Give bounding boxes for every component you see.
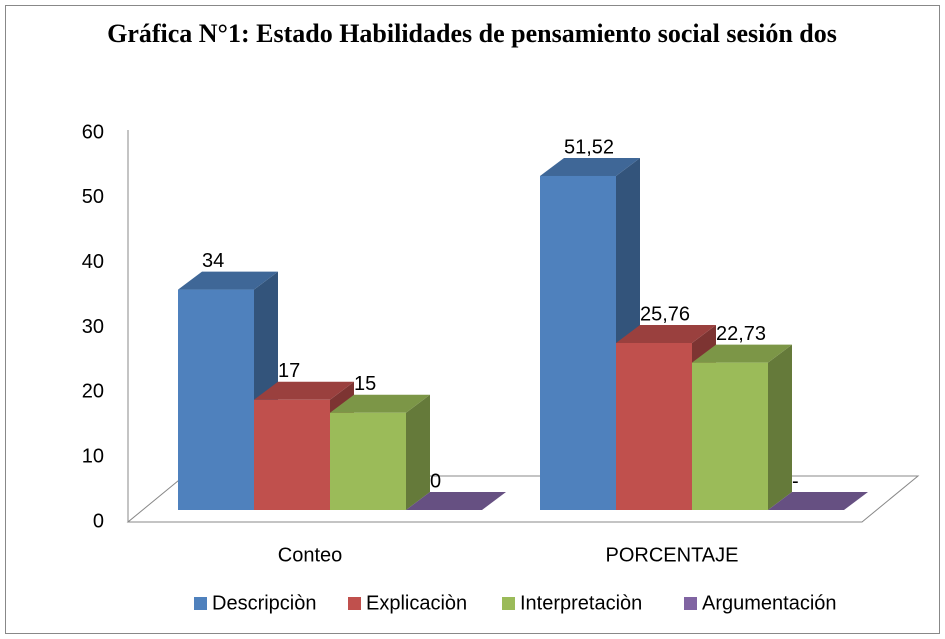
floor [126, 475, 920, 523]
y-tick-label: 20 [82, 381, 104, 403]
chart-title: Gráfica N°1: Estado Habilidades de pensa… [107, 19, 837, 48]
data-label: 17 [278, 360, 300, 382]
legend-swatch [502, 597, 515, 610]
y-tick-label: 0 [93, 510, 104, 532]
data-label: 25,76 [640, 303, 690, 325]
bar-top [178, 271, 278, 290]
y-tick-label: 50 [82, 186, 104, 208]
bar [540, 175, 616, 510]
legend-label: Argumentación [702, 592, 837, 614]
data-label: 34 [202, 250, 224, 272]
legend-label: Explicaciòn [366, 592, 467, 614]
bar-top [768, 492, 868, 510]
data-label: 22,73 [716, 323, 766, 345]
data-label: - [792, 470, 799, 492]
x-tick-label: PORCENTAJE [606, 544, 739, 566]
bar-top [616, 324, 716, 343]
bar [330, 412, 406, 510]
legend-swatch [684, 597, 697, 610]
bar-top [330, 394, 430, 413]
legend-label: Interpretaciòn [520, 592, 642, 614]
bar-top [406, 492, 506, 510]
x-tick-label: Conteo [278, 544, 343, 566]
y-tick-label: 40 [82, 251, 104, 273]
y-tick-label: 30 [82, 316, 104, 338]
bar-top [540, 157, 640, 176]
bar-side [768, 344, 792, 510]
data-label: 51,52 [564, 136, 614, 158]
bar [178, 289, 254, 510]
bar-top [692, 344, 792, 363]
legend-swatch [348, 597, 361, 610]
y-tick-label: 10 [82, 445, 104, 467]
bar [692, 362, 768, 510]
legend-label: Descripciòn [212, 592, 316, 614]
data-label: 0 [430, 470, 441, 492]
y-tick-label: 60 [82, 121, 104, 143]
bar [616, 342, 692, 510]
chart-frame [5, 5, 940, 634]
bar-top [254, 381, 354, 400]
data-label: 15 [354, 373, 376, 395]
bar [254, 399, 330, 510]
legend-swatch [194, 597, 207, 610]
bar-side [406, 394, 430, 510]
